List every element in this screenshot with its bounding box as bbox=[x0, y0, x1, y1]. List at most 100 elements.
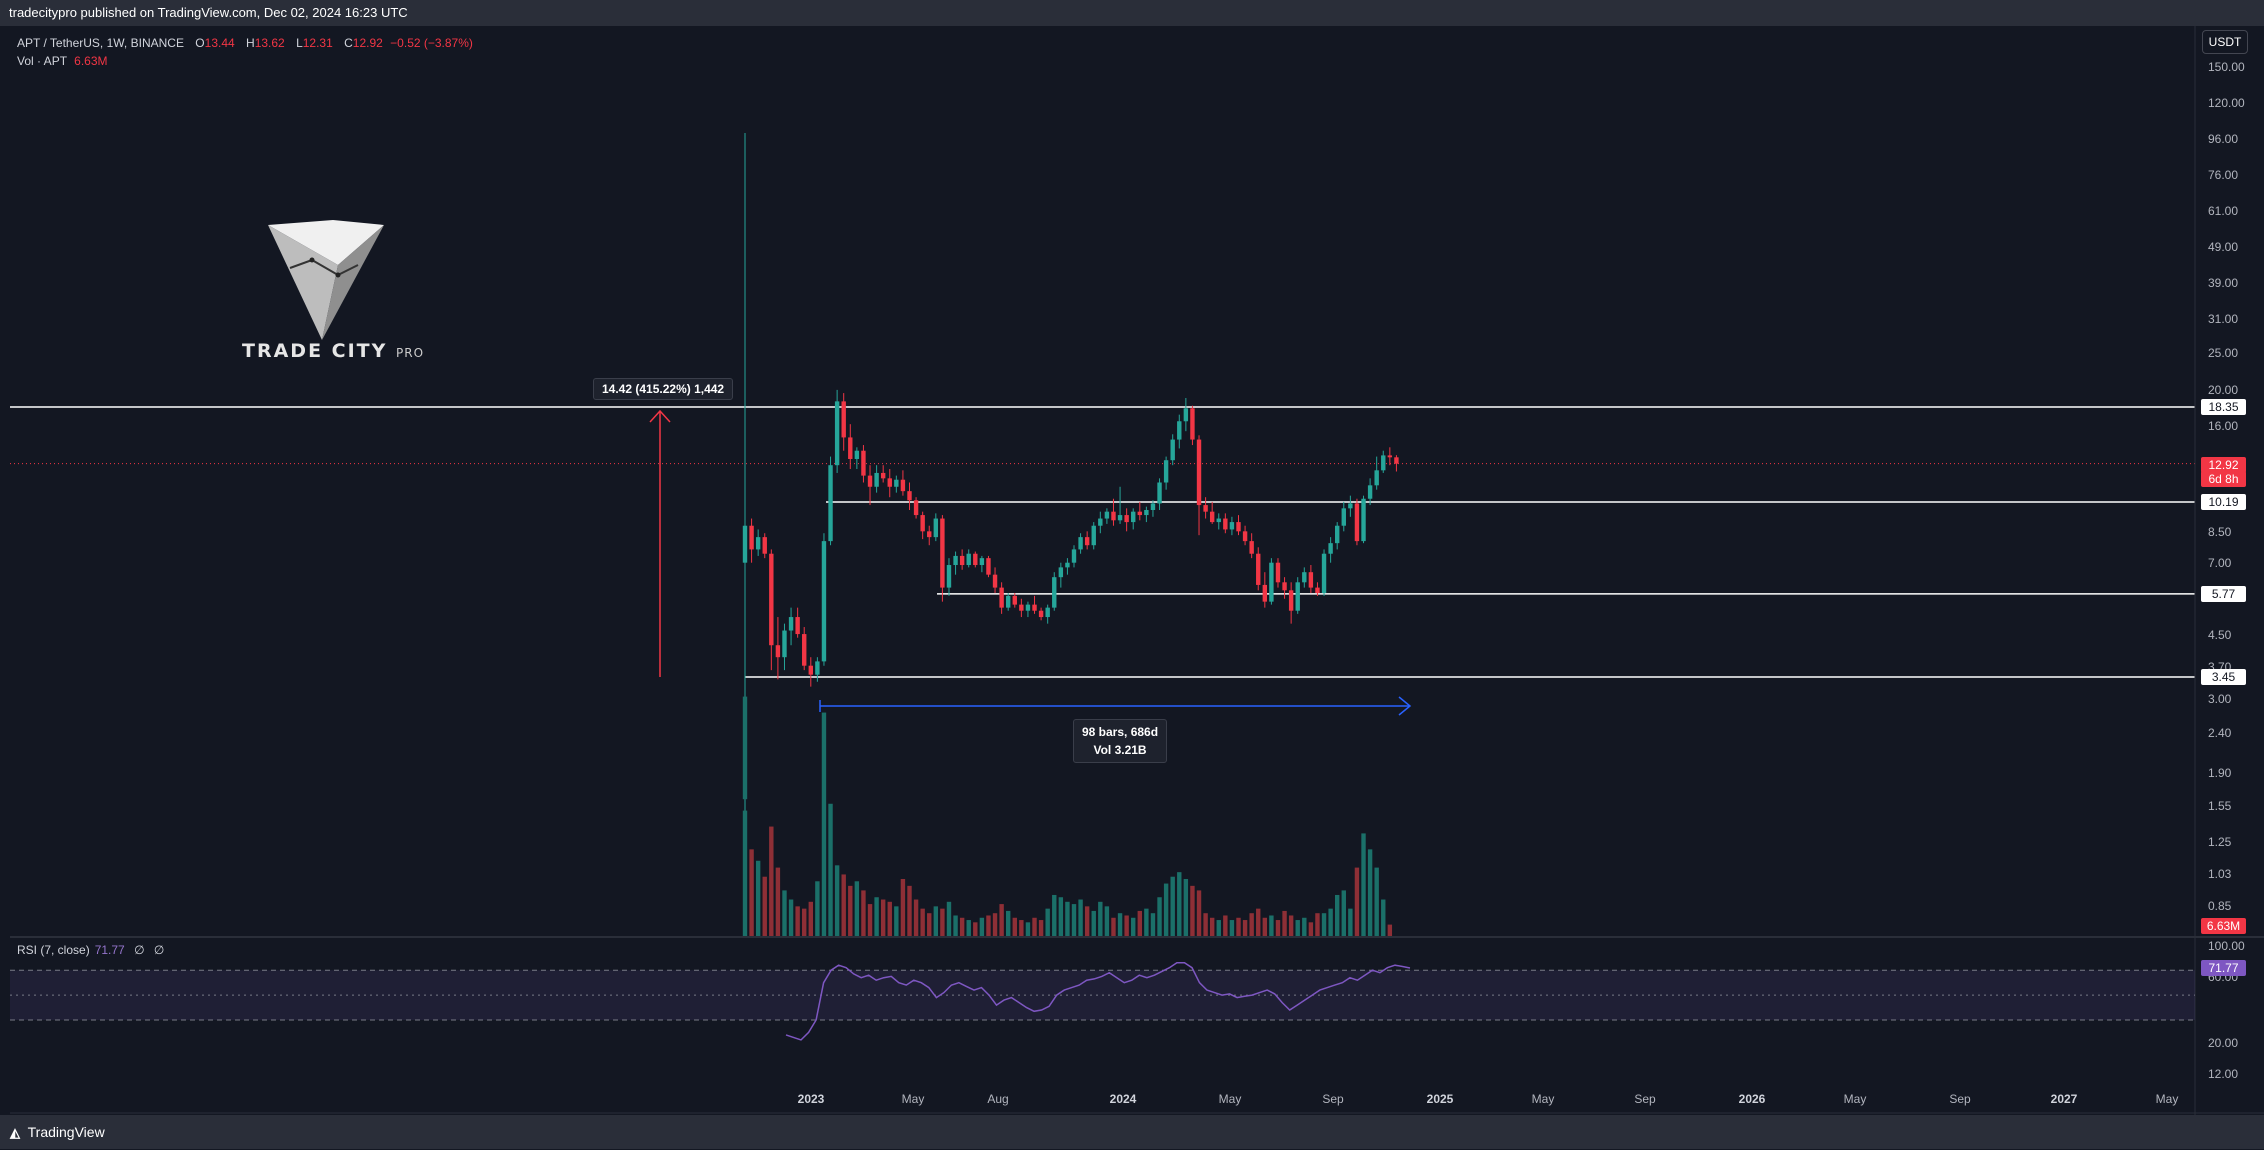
candle bbox=[1269, 558, 1274, 605]
price-axis-label: 61.00 bbox=[2208, 204, 2239, 218]
candle bbox=[1032, 595, 1037, 614]
price-axis-label: 150.00 bbox=[2208, 60, 2245, 74]
volume-bar bbox=[1025, 922, 1031, 936]
candle bbox=[1144, 506, 1149, 523]
volume-bar bbox=[1367, 849, 1373, 936]
candle bbox=[1091, 522, 1096, 550]
candle bbox=[933, 513, 939, 542]
candle-body bbox=[1177, 421, 1182, 440]
candle-body bbox=[1137, 511, 1142, 516]
candle-body bbox=[1091, 525, 1096, 546]
volume-bar bbox=[874, 897, 879, 936]
candle bbox=[907, 482, 912, 510]
volume-bar bbox=[1091, 910, 1096, 936]
price-axis-label: 20.00 bbox=[2208, 383, 2239, 397]
price-axis-label: 39.00 bbox=[2208, 276, 2239, 290]
candle bbox=[874, 465, 879, 493]
volume-bar bbox=[973, 922, 978, 936]
price-axis-label: 76.00 bbox=[2208, 168, 2239, 182]
volume-bar bbox=[887, 901, 892, 936]
volume-bar bbox=[834, 865, 840, 936]
candle bbox=[1361, 495, 1366, 544]
candle-body bbox=[841, 401, 846, 438]
date-range-label[interactable]: 98 bars, 686d Vol 3.21B bbox=[1073, 719, 1168, 763]
candle-body bbox=[782, 630, 787, 658]
candle-body bbox=[1157, 482, 1162, 504]
candle bbox=[828, 456, 833, 546]
price-axis-label: 8.50 bbox=[2208, 525, 2232, 539]
candle bbox=[1098, 511, 1103, 534]
candle-body bbox=[927, 531, 932, 538]
candle bbox=[959, 549, 965, 570]
candle bbox=[1025, 601, 1031, 618]
currency-button[interactable]: USDT bbox=[2202, 30, 2248, 54]
candle-body bbox=[1019, 604, 1024, 611]
volume-bar bbox=[1387, 924, 1393, 936]
candle-body bbox=[1236, 522, 1241, 532]
volume-bar bbox=[1196, 890, 1202, 936]
candle-body bbox=[1262, 584, 1268, 602]
volume-bar bbox=[933, 906, 939, 936]
candle bbox=[1006, 593, 1011, 611]
volume-bar bbox=[953, 915, 958, 936]
level-tag-high: 18.35 bbox=[2201, 399, 2246, 415]
candle bbox=[1302, 567, 1307, 588]
candle-body bbox=[1012, 595, 1017, 605]
volume-bar bbox=[1249, 913, 1254, 936]
rsi-extra-2: ∅ bbox=[153, 943, 165, 957]
candle bbox=[775, 617, 781, 680]
price-axis-label: 4.50 bbox=[2208, 628, 2232, 642]
volume-bar bbox=[1052, 894, 1057, 936]
candle bbox=[1190, 405, 1195, 446]
volume-bar bbox=[1045, 908, 1050, 936]
candle bbox=[913, 497, 919, 519]
candle-body bbox=[1387, 455, 1393, 458]
volume-bar bbox=[1242, 920, 1248, 936]
candle-body bbox=[808, 665, 813, 675]
candle bbox=[1038, 607, 1044, 621]
volume-bar bbox=[1104, 906, 1110, 936]
candle-body bbox=[973, 553, 978, 566]
candle-body bbox=[1288, 590, 1294, 611]
volume-bar bbox=[1209, 917, 1215, 936]
volume-bar bbox=[762, 876, 767, 936]
candle bbox=[1071, 545, 1077, 568]
candle-body bbox=[979, 558, 985, 566]
candle-body bbox=[1361, 498, 1366, 542]
candle bbox=[802, 627, 807, 671]
candle bbox=[1216, 513, 1221, 530]
volume-bar bbox=[1084, 906, 1090, 936]
volume-bar bbox=[1315, 913, 1320, 936]
volume-bar bbox=[1295, 920, 1300, 936]
candle bbox=[1157, 478, 1162, 510]
candle-body bbox=[1183, 408, 1189, 422]
volume-bar bbox=[1361, 833, 1366, 936]
time-axis-label: Aug bbox=[987, 1092, 1009, 1106]
candle bbox=[1203, 497, 1208, 519]
candle bbox=[1354, 498, 1360, 546]
candle-body bbox=[1098, 518, 1103, 526]
candle bbox=[1137, 501, 1142, 521]
volume-tag: 6.63M bbox=[2201, 918, 2246, 934]
rsi-label: RSI (7, close) bbox=[17, 943, 90, 957]
volume-bar bbox=[854, 881, 860, 936]
candle bbox=[1111, 498, 1116, 526]
rsi-axis-label: 20.00 bbox=[2208, 1036, 2239, 1050]
candle-body bbox=[874, 472, 879, 487]
candle bbox=[1229, 516, 1235, 536]
chart-canvas[interactable] bbox=[0, 0, 2264, 1115]
price-measure-label[interactable]: 14.42 (415.22%) 1,442 bbox=[593, 378, 734, 400]
volume-bar bbox=[828, 803, 833, 936]
candle bbox=[808, 657, 813, 687]
range-bars: 98 bars, 686d bbox=[1082, 725, 1159, 739]
candle bbox=[1012, 593, 1017, 608]
candle bbox=[854, 447, 860, 470]
candle-body bbox=[1045, 607, 1050, 618]
volume-bar bbox=[1019, 920, 1024, 936]
candle-body bbox=[821, 541, 827, 662]
candle-body bbox=[1144, 509, 1149, 516]
level-tag-base: 3.45 bbox=[2201, 669, 2246, 685]
logo-name: TRADE CITY bbox=[242, 340, 388, 362]
volume-bar bbox=[966, 920, 971, 936]
candle bbox=[1288, 582, 1294, 624]
